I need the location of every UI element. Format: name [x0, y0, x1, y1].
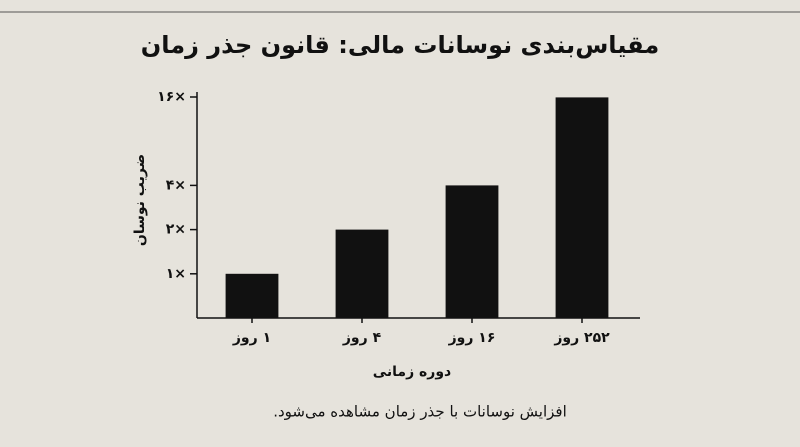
bar: [555, 97, 609, 318]
x-tick-label: ۱ روز: [232, 330, 271, 346]
y-tick-label: ۱×: [166, 266, 186, 282]
y-tick-label: ۲×: [166, 222, 186, 238]
x-tick-label: ۱۶ روز: [448, 330, 496, 346]
bar: [445, 185, 499, 318]
caption: افزایش نوسانات با جذر زمان مشاهده می‌شود…: [273, 403, 567, 421]
x-tick-label: ۲۵۲ روز: [553, 330, 610, 346]
y-tick-label: ۱۶×: [157, 89, 186, 105]
y-tick-label: ۴×: [166, 177, 186, 193]
chart-title: مقیاس‌بندی نوسانات مالی: قانون جذر زمان: [141, 31, 660, 59]
y-axis-label: ضریب نوسان: [132, 154, 148, 246]
x-axis-label: دوره زمانی: [373, 364, 452, 380]
bar: [335, 229, 389, 318]
bar: [225, 273, 279, 318]
x-tick-label: ۴ روز: [342, 330, 382, 346]
